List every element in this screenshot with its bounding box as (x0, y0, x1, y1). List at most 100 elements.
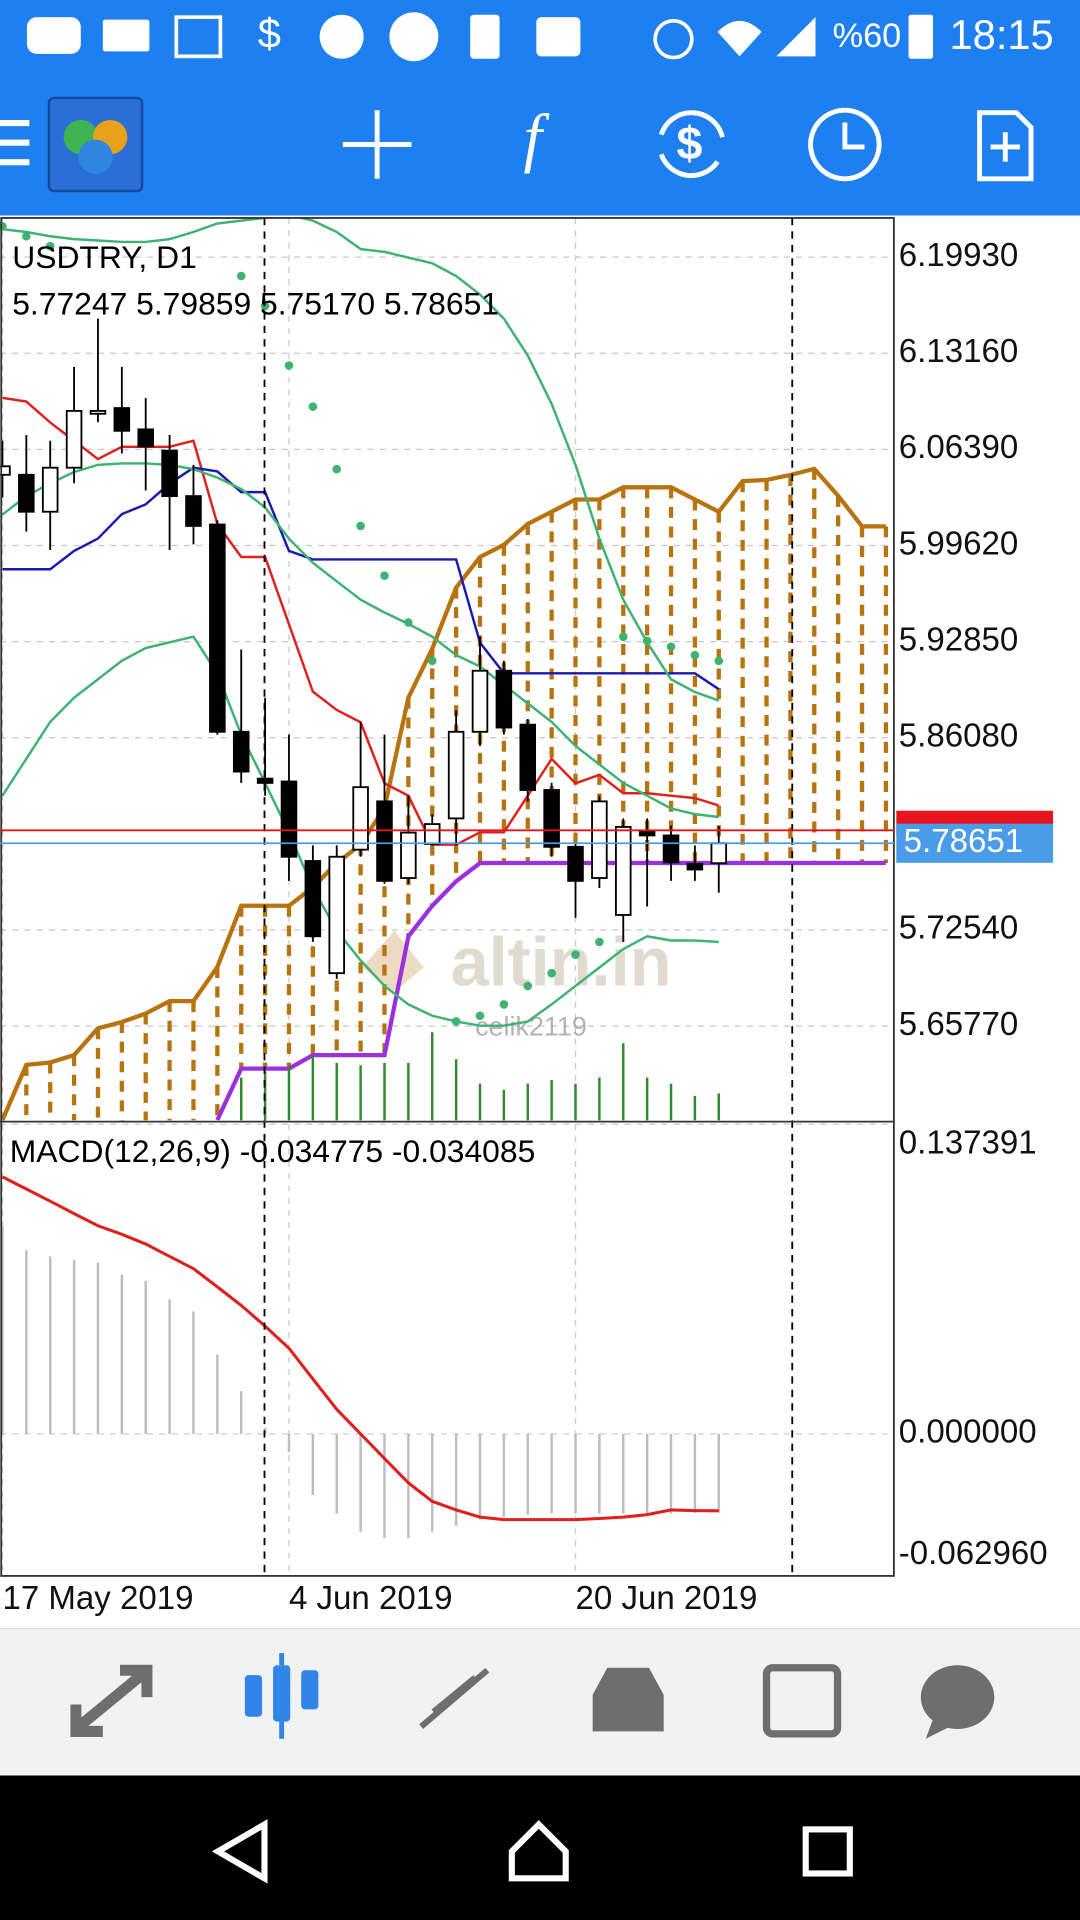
sar-dot (666, 642, 676, 651)
bid-label: 5.78651 (904, 823, 1023, 860)
indicator-line (1, 635, 719, 1027)
sar-dot (451, 1017, 461, 1026)
volume-bar (693, 1095, 697, 1121)
y-tick-label: 0.000000 (899, 1414, 1037, 1451)
sar-dot (45, 241, 55, 251)
indicator-line (2, 217, 720, 702)
sar-dot (523, 981, 533, 991)
candle-body (662, 834, 680, 864)
candle-body (232, 730, 250, 773)
bottom-nav (0, 1628, 1080, 1776)
sar-dot (690, 650, 700, 660)
sar-dot (308, 402, 318, 411)
volume-bar (550, 1080, 553, 1121)
volume-bar (454, 1059, 458, 1121)
price-plot (0, 217, 889, 1121)
volume-bar (335, 1062, 338, 1121)
toolbar-icons[interactable] (342, 107, 1034, 182)
sar-dot (22, 231, 31, 241)
volume-bar (645, 1077, 649, 1121)
candle-body (352, 786, 369, 851)
candle-body (710, 842, 728, 865)
candle-body (113, 407, 131, 432)
candle-body (304, 860, 322, 938)
y-tick-label: 5.99620 (899, 525, 1018, 562)
candle-body (280, 780, 298, 858)
candle-body (89, 409, 107, 415)
sar-dot (642, 636, 652, 646)
candle-body (376, 800, 393, 882)
system-buttons[interactable] (211, 1819, 853, 1884)
trade-button[interactable]: $ (676, 117, 702, 169)
sar-dot (284, 361, 294, 370)
macd-plot (1, 1175, 720, 1539)
volume-bar (502, 1089, 506, 1121)
y-tick-label: 5.86080 (899, 717, 1018, 754)
candle-body (161, 449, 178, 498)
y-tick-label: 5.65770 (899, 1006, 1018, 1043)
volume-bar (669, 1083, 673, 1121)
sar-dot (332, 464, 342, 474)
volume-bar (574, 1083, 577, 1121)
frame (0, 217, 895, 1577)
candle-body (209, 523, 226, 733)
menu-button[interactable] (0, 120, 30, 166)
x-tick-label: 17 May 2019 (2, 1580, 193, 1617)
sar-dot (380, 571, 389, 580)
sar-dot (547, 968, 556, 978)
y-tick-label: 5.92850 (899, 621, 1018, 658)
nav-icons[interactable] (70, 1664, 995, 1739)
candle-body (638, 830, 656, 837)
sar-dot (714, 656, 724, 666)
candle-body (65, 409, 83, 469)
y-tick-label: 6.13160 (899, 333, 1018, 370)
volume-bar (383, 1062, 386, 1121)
sar-dot (356, 521, 365, 531)
status-icons: $ (26, 10, 934, 62)
symbol-title: USDTRY, D1 (12, 239, 197, 275)
bid-box (896, 823, 1054, 863)
sar-dot (236, 271, 246, 281)
candle-body (447, 730, 465, 820)
svg-text:$: $ (258, 10, 281, 57)
signal-line (1, 1175, 719, 1522)
candle-body (328, 855, 345, 975)
nav-chart-icon[interactable] (244, 1653, 319, 1739)
volume-bar (359, 1065, 362, 1121)
volume-bar (311, 1055, 315, 1121)
battery: %60 (833, 17, 902, 55)
watermark: altin.in celik2119 (362, 923, 672, 1042)
sar-dot (595, 937, 604, 947)
candle-body (0, 465, 11, 476)
app-icon[interactable] (47, 96, 144, 193)
indicator-line (2, 466, 720, 691)
volume-bar (240, 1077, 243, 1121)
candle-body (591, 800, 608, 879)
candle-body (137, 428, 154, 448)
candle-body (495, 669, 513, 729)
senkou-span-a (0, 466, 886, 1121)
volume-bar (717, 1093, 720, 1121)
candle-body (185, 495, 202, 527)
volume-bar (598, 1077, 601, 1121)
y-tick-label: 6.06390 (899, 429, 1018, 466)
y-tick-label: -0.062960 (899, 1535, 1048, 1572)
sar-dot (404, 618, 413, 627)
volume-bar (287, 1065, 291, 1121)
chart-background (0, 215, 1080, 1629)
candle-body (256, 777, 274, 784)
sar-dot (571, 950, 580, 959)
candle-body (519, 723, 537, 791)
indicator-line (1, 462, 719, 819)
candle-body (686, 862, 704, 871)
y-tick-label: 0.137391 (899, 1125, 1037, 1162)
volume-bar (431, 1032, 434, 1121)
watermark-logo: altin.in (451, 923, 672, 1000)
candle-body (18, 473, 35, 513)
candle-body (423, 823, 441, 845)
candle-body (615, 826, 632, 916)
volume-bar (407, 1062, 410, 1121)
x-tick-label: 4 Jun 2019 (289, 1580, 453, 1617)
